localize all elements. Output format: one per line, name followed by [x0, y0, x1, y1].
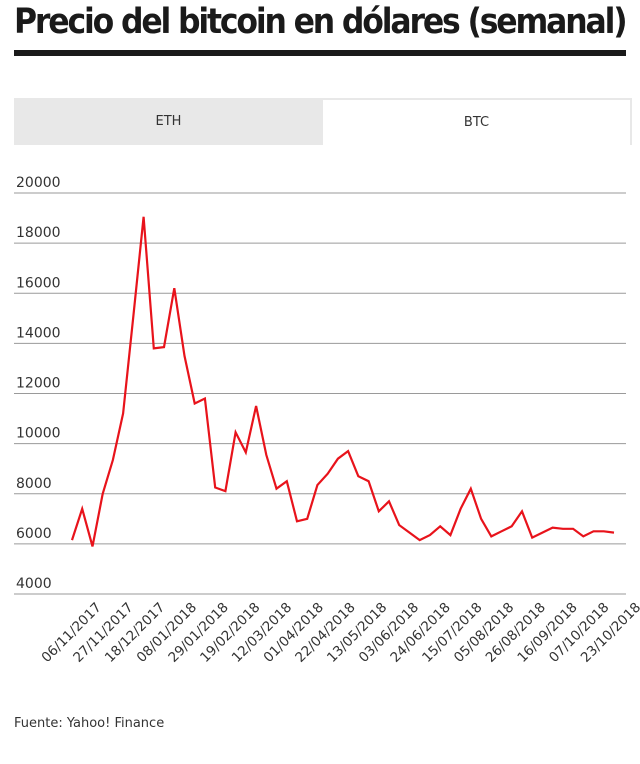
- tab-eth-label: ETH: [155, 114, 182, 129]
- y-tick-label: 8000: [16, 476, 52, 492]
- bitcoin-price-chart: 4000 6000 8000 10000 12000 14000 16000 18000 200…: [14, 175, 640, 666]
- y-tick-label: 20000: [16, 175, 61, 191]
- y-tick-label: 18000: [16, 225, 61, 241]
- y-tick-label: 12000: [16, 376, 61, 392]
- y-tick-label: 10000: [16, 426, 61, 442]
- tab-btc-label: BTC: [463, 115, 490, 130]
- tab-btc[interactable]: BTC: [323, 98, 632, 145]
- y-tick-label: 6000: [16, 526, 52, 542]
- btc-price-line: [70, 216, 615, 547]
- page-title: Precio del bitcoin en dólares (semanal): [14, 2, 628, 42]
- tab-eth[interactable]: ETH: [14, 98, 323, 145]
- y-tick-label: 4000: [16, 576, 52, 592]
- y-tick-label: 14000: [16, 325, 61, 341]
- source-note: Fuente: Yahoo! Finance: [14, 716, 165, 731]
- title-underline: [14, 50, 626, 56]
- y-tick-label: 16000: [16, 275, 61, 291]
- currency-tabs: ETH BTC: [14, 98, 632, 145]
